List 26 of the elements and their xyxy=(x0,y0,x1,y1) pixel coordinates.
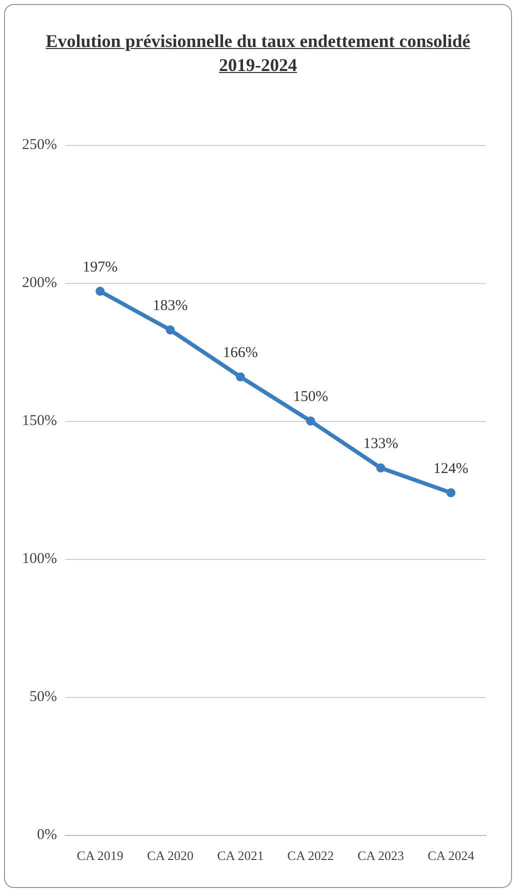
x-tick-label: CA 2022 xyxy=(287,848,334,863)
y-tick-label: 250% xyxy=(22,137,57,153)
x-tick-label: CA 2024 xyxy=(428,848,475,863)
x-tick-label: CA 2023 xyxy=(357,848,404,863)
chart-title: Evolution prévisionnelle du taux endettement consolidé xyxy=(44,30,472,53)
x-tick-label: CA 2020 xyxy=(146,848,194,863)
x-tick-label: CA 2021 xyxy=(217,848,264,863)
y-tick-label: 0% xyxy=(37,827,57,843)
data-label: 133% xyxy=(363,436,398,452)
point xyxy=(446,488,456,498)
data-label: 124% xyxy=(433,460,468,477)
chart-subtitle: 2019-2024 xyxy=(218,54,298,77)
point xyxy=(96,286,105,296)
y-tick-label: 150% xyxy=(22,413,57,429)
data-label: 150% xyxy=(293,389,328,405)
point xyxy=(236,372,245,382)
point xyxy=(376,463,386,472)
y-tick-label: 50% xyxy=(30,689,57,705)
data-label: 166% xyxy=(222,344,258,361)
point xyxy=(166,325,175,334)
data-label: 183% xyxy=(152,298,188,314)
x-tick-label: CA 2019 xyxy=(76,848,124,863)
y-tick-label: 100% xyxy=(22,551,57,567)
point xyxy=(306,416,316,426)
data-label: 197% xyxy=(82,259,118,276)
y-tick-label: 200% xyxy=(22,275,57,291)
